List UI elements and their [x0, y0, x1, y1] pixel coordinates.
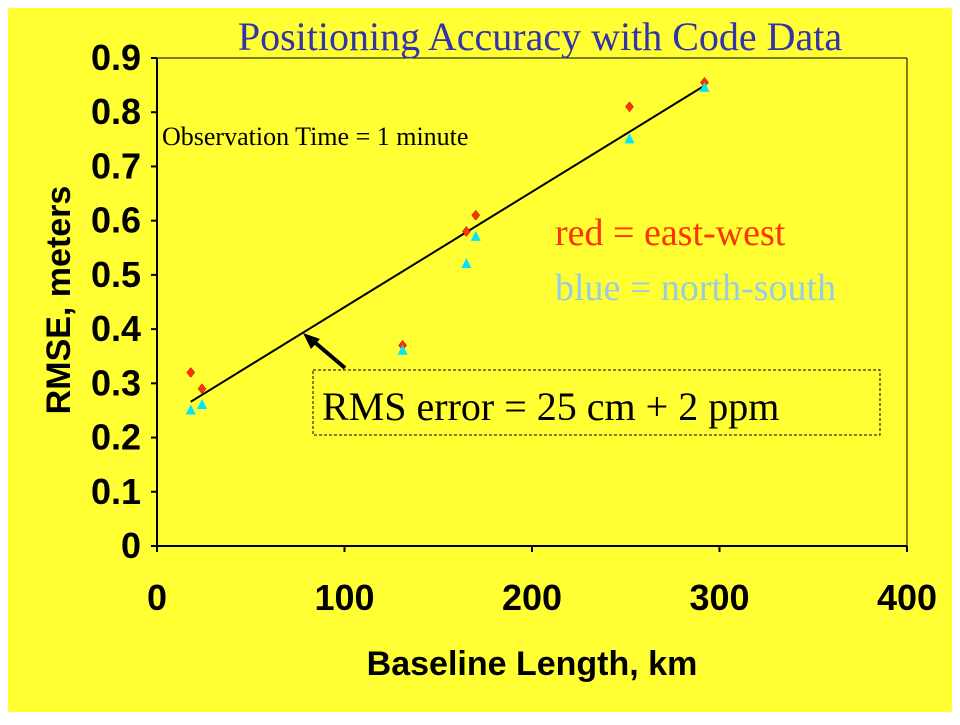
point-east-west	[462, 226, 471, 237]
rms-error-box	[312, 369, 881, 436]
y-tick-label: 0.4	[91, 308, 141, 349]
x-axis-title: Baseline Length, km	[367, 645, 698, 683]
point-north-south	[624, 133, 635, 144]
slide-background	[8, 8, 952, 712]
legend-east-west: red = east-west	[555, 212, 786, 254]
observation-annotation: Observation Time = 1 minute	[162, 122, 468, 151]
data-points	[185, 76, 710, 415]
point-east-west	[186, 367, 196, 378]
y-tick-label: 0.8	[91, 91, 141, 132]
x-tick-label: 400	[877, 577, 937, 618]
y-tick-label: 0	[121, 525, 141, 566]
fit-line-group	[190, 84, 706, 403]
x-tick-label: 0	[147, 577, 167, 618]
point-north-south	[185, 404, 196, 415]
annotation-arrowhead	[303, 333, 320, 349]
point-east-west	[471, 209, 481, 221]
y-tick-label: 0.7	[91, 145, 141, 186]
y-axis-title: RMSE, meters	[40, 186, 78, 415]
fit-line	[190, 84, 706, 403]
annotation-arrow-shaft	[310, 338, 347, 370]
point-north-south	[197, 399, 207, 410]
x-tick-label: 100	[314, 577, 374, 618]
x-tick-label: 300	[689, 577, 749, 618]
y-tick-label: 0.1	[91, 471, 141, 512]
point-north-south	[461, 258, 472, 269]
legend-north-south: blue = north-south	[555, 267, 836, 309]
point-north-south	[397, 344, 408, 355]
y-tick-label: 0.3	[91, 362, 141, 403]
y-tick-label: 0.9	[91, 37, 141, 78]
rms-error-annotation: RMS error = 25 cm + 2 ppm	[322, 384, 779, 429]
y-tick-label: 0.6	[91, 200, 141, 241]
point-east-west	[197, 383, 207, 395]
axes: 0 0.1 0.2 0.3 0.4 0.5 0.6 0.7 0.8 0.9 0 100 200 300 40…	[91, 37, 937, 618]
point-north-south	[699, 81, 710, 92]
y-tick-label: 0.5	[91, 254, 141, 295]
x-tick-label: 200	[502, 577, 562, 618]
chart-title: Positioning Accuracy with Code Data	[238, 14, 843, 59]
point-north-south	[470, 230, 481, 241]
point-east-west	[625, 101, 634, 113]
y-tick-label: 0.2	[91, 417, 141, 458]
annotation-arrow	[303, 333, 347, 370]
